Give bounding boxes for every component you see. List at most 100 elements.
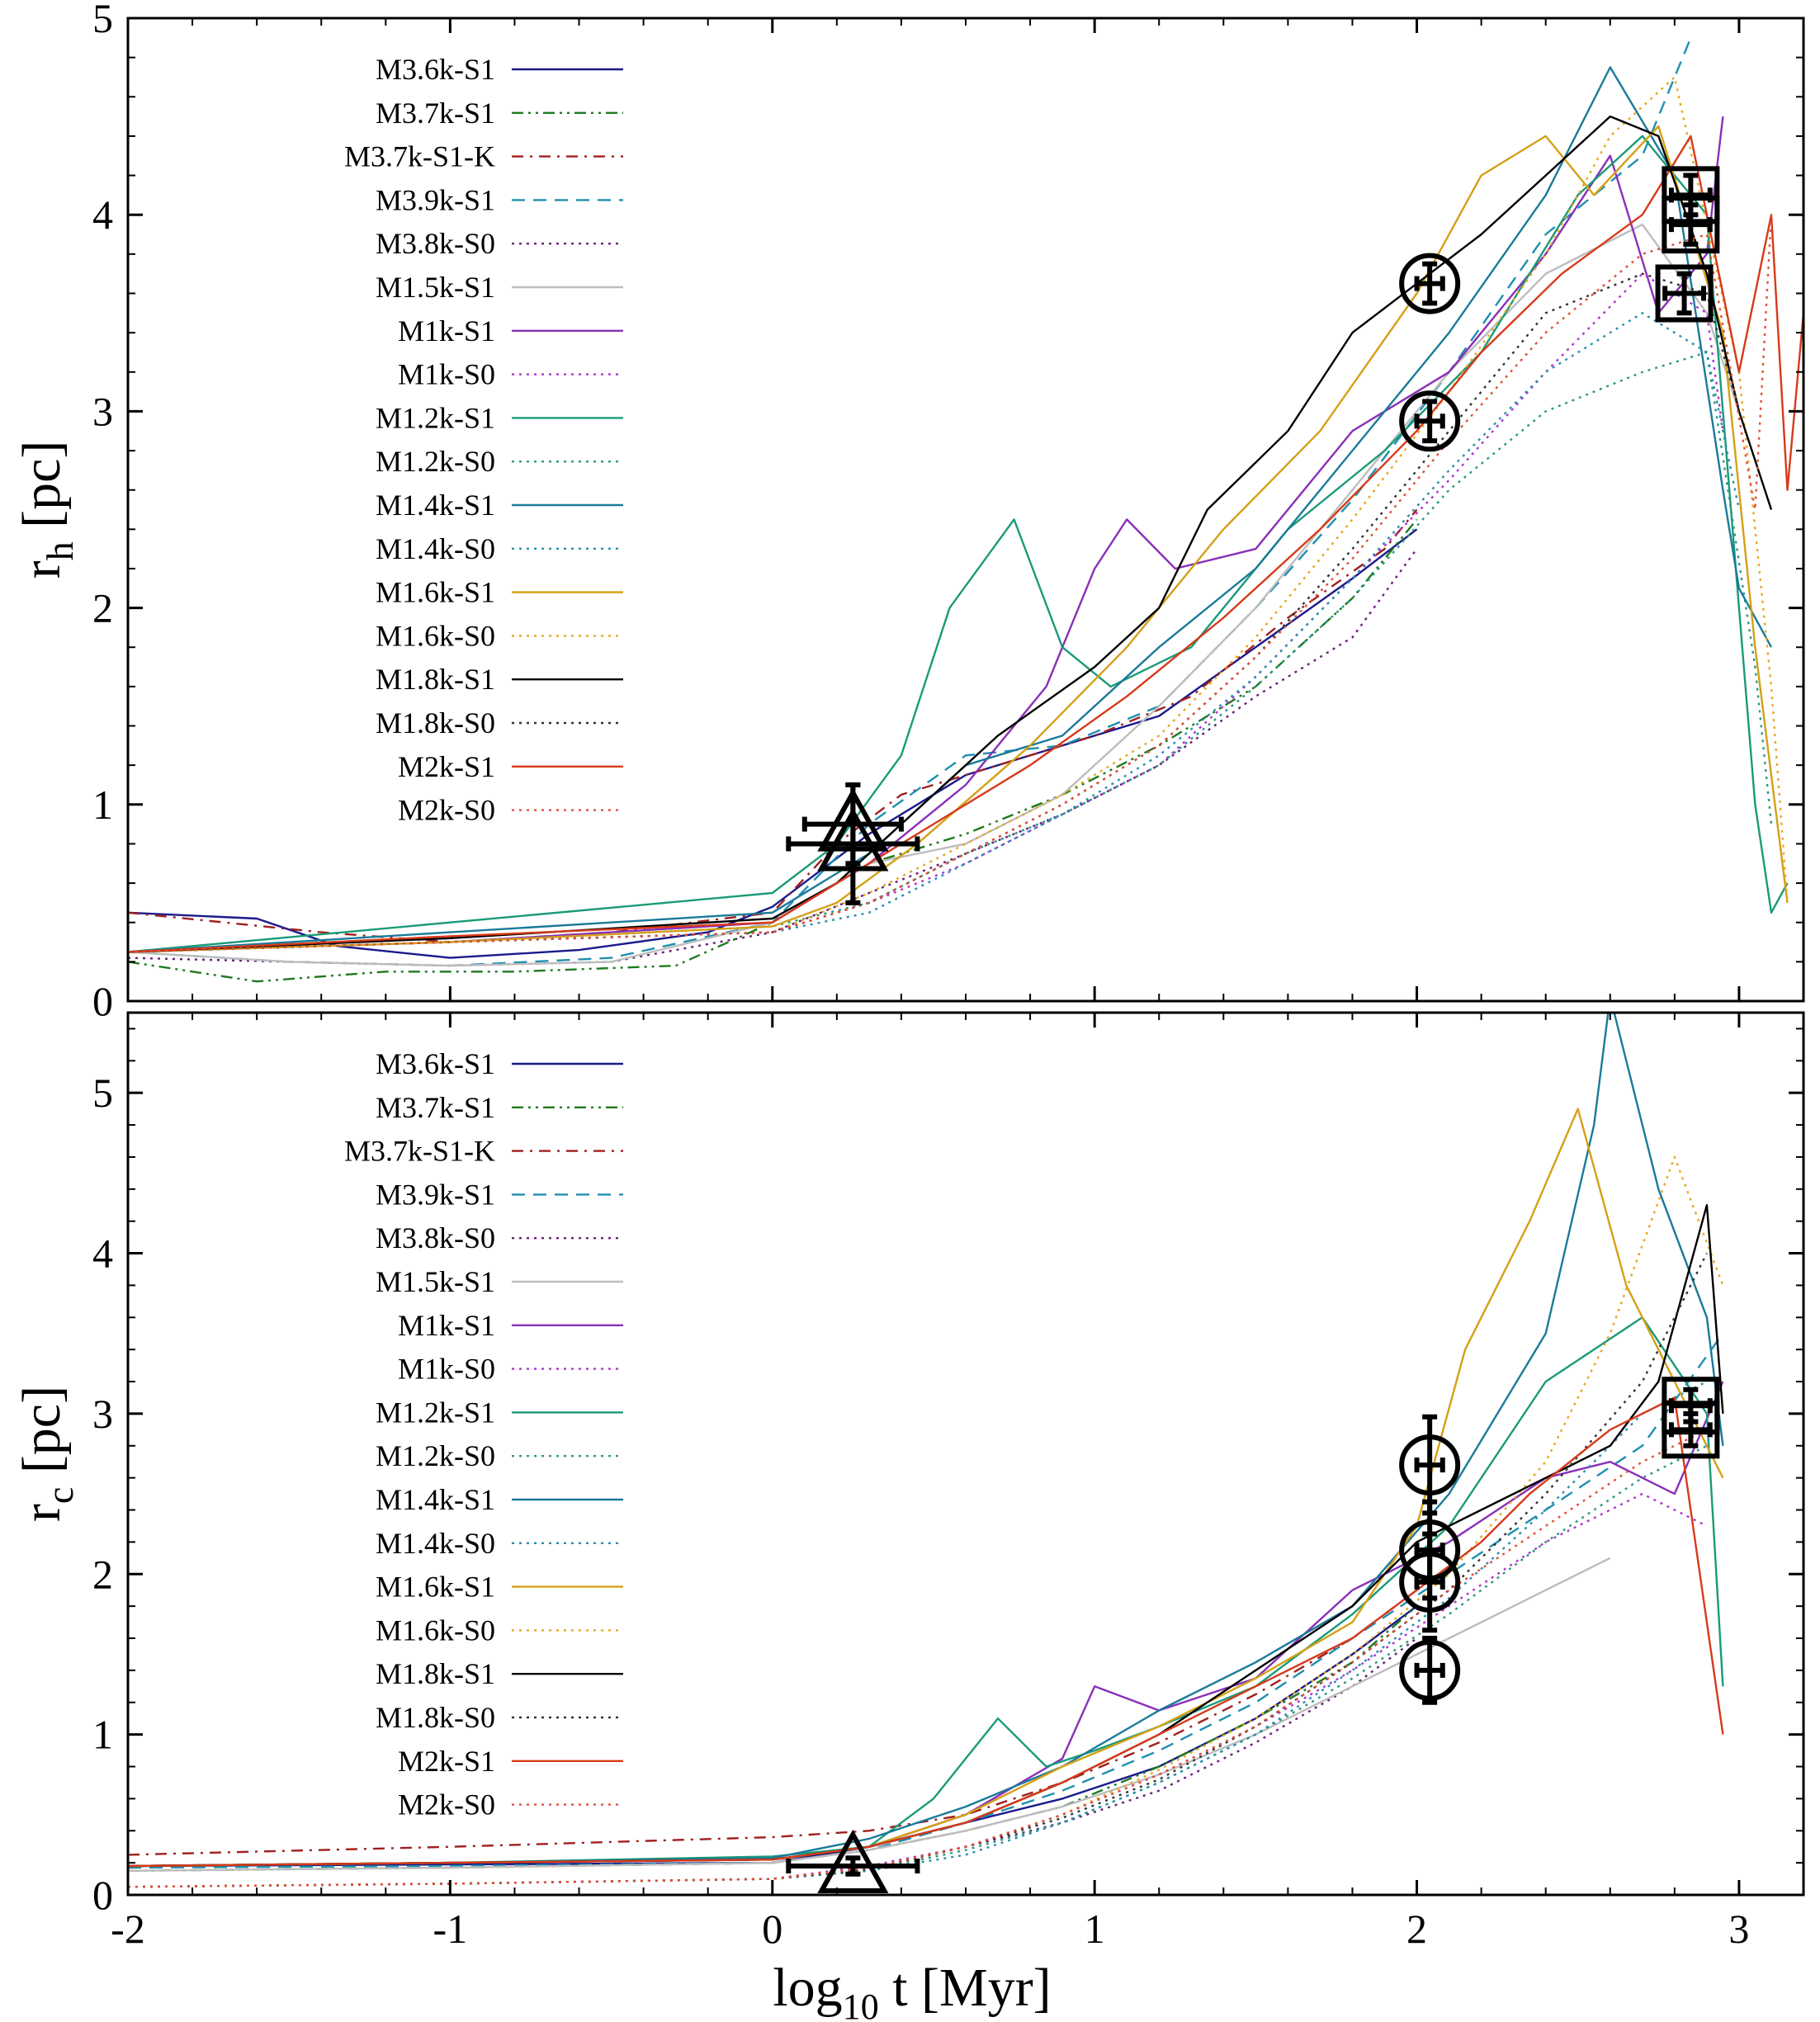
legend-label: M1k-S1: [398, 314, 495, 347]
legend-label: M3.6k-S1: [376, 53, 495, 86]
y-axis-title: rc [pc]: [12, 1386, 81, 1522]
y-tick-label: 4: [92, 1231, 113, 1277]
series-m1k-s1: [128, 116, 1724, 953]
series-m1-4k-s0: [128, 312, 1741, 953]
svg-text:log10 t [Myr]: log10 t [Myr]: [773, 1958, 1051, 2022]
legend-label: M1.8k-S0: [376, 706, 495, 739]
series-m3-7k-s1-k: [128, 508, 1418, 943]
legend-label: M1.2k-S1: [376, 1396, 495, 1429]
series-m1-8k-s1: [128, 115, 1773, 953]
x-tick-label: -1: [433, 1906, 468, 1952]
y-tick-label: 0: [92, 1872, 113, 1918]
y-tick-label: 4: [92, 191, 113, 238]
y-tick-label: 1: [92, 782, 113, 828]
legend-label: M1.2k-S1: [376, 401, 495, 434]
observation-markers: [786, 166, 1720, 905]
legend-label: M1.6k-S0: [376, 1613, 495, 1646]
legend-label: M1.4k-S0: [376, 532, 495, 565]
observation-circle-3: [1399, 1531, 1461, 1633]
legend-label: M1k-S0: [398, 358, 495, 391]
series-m1-4k-s1: [128, 66, 1773, 953]
x-axis-title: log10 t [Myr]: [773, 1958, 1051, 2022]
x-axis-title-rest: t [Myr]: [879, 1958, 1052, 2018]
series-m3-8k-s0: [128, 548, 1418, 967]
y-tick-label: 2: [92, 1551, 113, 1597]
legend-label: M1.2k-S0: [376, 445, 495, 478]
legend: M3.6k-S1 M3.7k-S1 M3.7k-S1-K M3.9k-S1 M3.8k-…: [344, 1047, 623, 1821]
y-tick-label: 3: [92, 388, 113, 434]
x-tick-label: -2: [111, 1906, 145, 1952]
x-tick-label: 2: [1406, 1906, 1427, 1952]
series-m1-2k-s0: [128, 1444, 1708, 1888]
series-m3-9k-s1: [128, 1333, 1724, 1869]
observation-circle-4: [1399, 1636, 1461, 1705]
legend-label: M3.9k-S1: [376, 1178, 495, 1211]
legend-label: M3.8k-S0: [376, 1221, 495, 1254]
series-m1-6k-s0: [128, 76, 1789, 953]
legend-label: M1k-S1: [398, 1309, 495, 1342]
y-tick-label: 3: [92, 1391, 113, 1437]
y-tick-label: 5: [92, 0, 113, 41]
series-m3-9k-s1: [128, 37, 1692, 967]
series-m1-6k-s1: [128, 1108, 1724, 1868]
legend-label: M1.8k-S0: [376, 1701, 495, 1734]
observation-square-6: [1662, 1401, 1720, 1459]
legend-label: M1.6k-S1: [376, 1571, 495, 1604]
observation-circle-3: [1399, 390, 1461, 452]
legend-label: M1.5k-S1: [376, 1265, 495, 1298]
observation-markers: [786, 1377, 1720, 1894]
series-m1-2k-s0: [128, 351, 1773, 953]
legend-label: M1.4k-S1: [376, 1483, 495, 1516]
legend-label: M1.5k-S1: [376, 271, 495, 304]
legend-label: M3.6k-S1: [376, 1047, 495, 1080]
series-lines: [128, 37, 1803, 983]
x-tick-label: 1: [1085, 1906, 1105, 1952]
legend-label: M2k-S1: [398, 750, 495, 783]
legend-label: M3.7k-S1: [376, 1091, 495, 1124]
legend-label: M3.7k-S1-K: [344, 140, 495, 173]
legend-label: M1.6k-S1: [376, 576, 495, 609]
y-axis-title: rh [pc]: [12, 441, 81, 579]
legend-label: M1.2k-S0: [376, 1439, 495, 1472]
series-m1k-s1: [128, 1381, 1724, 1868]
series-m2k-s0: [128, 215, 1773, 953]
legend-label: M1.8k-S1: [376, 663, 495, 696]
series-m2k-s0: [128, 1429, 1708, 1888]
observation-square-5: [1662, 196, 1720, 254]
legend-label: M1.6k-S0: [376, 619, 495, 652]
x-tick-labels: -2 -1 0 1 2 3: [111, 1906, 1749, 1952]
y-tick-label: 0: [92, 978, 113, 1024]
legend: M3.6k-S1 M3.7k-S1 M3.7k-S1-K M3.9k-S1 M3.8k-…: [344, 53, 623, 827]
legend-label: M3.9k-S1: [376, 183, 495, 216]
observation-triangle-1: [786, 782, 920, 905]
observation-circle-1: [1399, 1414, 1461, 1516]
x-axis-title-sub: 10: [843, 1987, 879, 2022]
y-tick-label: 1: [92, 1712, 113, 1758]
legend-label: M3.7k-S1: [376, 97, 495, 130]
series-m1k-s0: [128, 272, 1724, 953]
series-m1-8k-s1: [128, 1203, 1724, 1868]
legend-label: M1.4k-S1: [376, 489, 495, 522]
series-m1-4k-s1: [128, 1013, 1724, 1868]
observation-circle-2: [1399, 253, 1461, 314]
series-m1-2k-s1: [128, 1316, 1724, 1868]
legend-label: M2k-S0: [398, 1788, 495, 1821]
observation-triangle-0: [786, 1829, 920, 1894]
series-m1-8k-s0: [128, 1252, 1708, 1888]
y-tick-label: 5: [92, 1070, 113, 1116]
legend-label: M3.7k-S1-K: [344, 1135, 495, 1168]
series-lines: [128, 1013, 1724, 1888]
x-tick-label: 3: [1728, 1906, 1749, 1952]
y-ticks: 0 1 2 3 4 5: [92, 1013, 1803, 1918]
series-m1k-s0: [128, 1492, 1708, 1888]
legend-label: M2k-S1: [398, 1745, 495, 1778]
series-m1-6k-s0: [128, 1155, 1724, 1888]
series-m3-7k-s1-k: [128, 1589, 1418, 1856]
series-m2k-s1: [128, 135, 1803, 953]
series-m2k-s1: [128, 1396, 1724, 1868]
legend-label: M1.4k-S0: [376, 1527, 495, 1560]
x-axis-title-main: log: [773, 1958, 842, 2018]
